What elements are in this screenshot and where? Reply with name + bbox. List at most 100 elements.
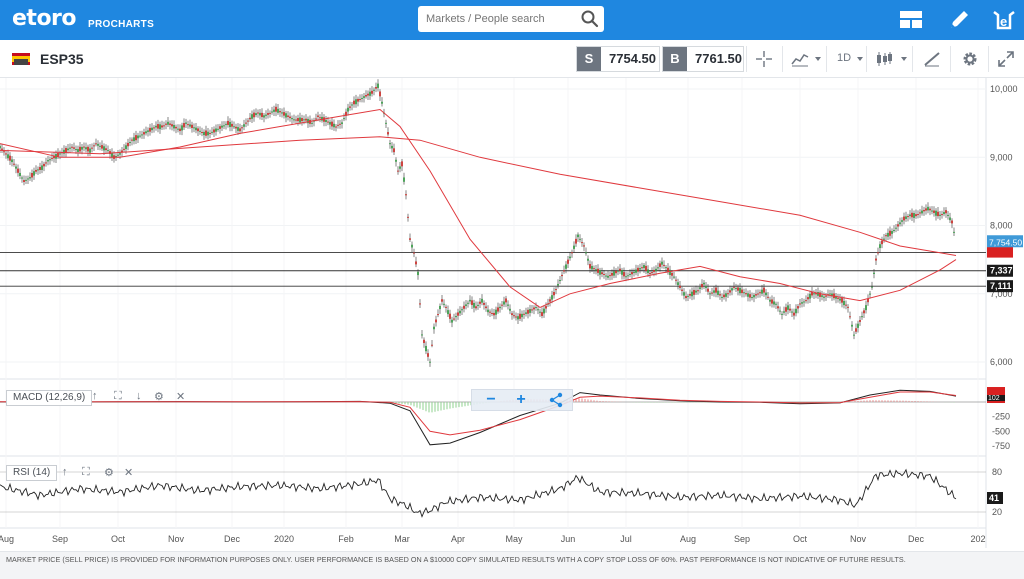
candle-body <box>869 293 871 295</box>
candle-body <box>283 112 285 116</box>
settings-tool[interactable] <box>950 46 988 72</box>
candle-body <box>447 310 449 315</box>
macd-label[interactable]: MACD (12,26,9) <box>6 390 93 406</box>
candle-body <box>881 240 883 245</box>
candle-body <box>499 306 501 309</box>
candle-body <box>471 300 473 305</box>
crosshair-tool[interactable] <box>746 46 782 72</box>
candle-body <box>193 127 195 129</box>
candle-body <box>343 118 345 120</box>
chart-area[interactable]: 10,000 9,000 8,000 7,000 6,000 Aug Sep Oct Nov De… <box>0 78 1024 548</box>
rsi-line <box>0 468 957 518</box>
candle-body <box>565 264 567 269</box>
candle-body <box>897 224 899 227</box>
candle-body <box>255 113 257 116</box>
candle-body <box>947 214 949 216</box>
candle-body <box>943 212 945 215</box>
close-icon[interactable]: ✕ <box>176 391 186 403</box>
candle-body <box>123 148 125 150</box>
candle-body <box>399 166 401 169</box>
candle-body <box>571 252 573 254</box>
search-icon[interactable] <box>580 9 600 29</box>
candle-body <box>155 125 157 128</box>
price-tick-label: 9,000 <box>990 152 1013 162</box>
candle-body <box>53 156 55 159</box>
gear-icon[interactable]: ⚙ <box>104 467 114 479</box>
candle-body <box>621 269 623 275</box>
candle-body <box>617 270 619 272</box>
candle-body <box>551 295 553 300</box>
candle-body <box>385 122 387 124</box>
candle-body <box>139 135 141 137</box>
layout-icon[interactable] <box>898 6 926 34</box>
time-axis-label: Dec <box>908 534 925 544</box>
candle-body <box>263 115 265 118</box>
candle-body <box>809 293 811 299</box>
candle-body <box>289 116 291 119</box>
candle-body <box>693 289 695 295</box>
search-input[interactable] <box>426 10 576 28</box>
gear-icon[interactable]: ⚙ <box>154 391 164 403</box>
candle-body <box>115 155 117 157</box>
candle-body <box>679 285 681 288</box>
zoom-out-button[interactable]: − <box>486 391 496 408</box>
candle-body <box>951 220 953 224</box>
candle-body <box>837 297 839 299</box>
candle-body <box>359 99 361 101</box>
candle-body <box>171 124 173 127</box>
share-icon[interactable] <box>548 392 564 408</box>
candle-body <box>159 124 161 130</box>
candle-body <box>475 306 477 309</box>
pencil-icon[interactable] <box>946 6 974 34</box>
candle-body <box>749 294 751 298</box>
candle-body <box>345 111 347 116</box>
candle-body <box>449 313 451 319</box>
candle-body <box>853 334 855 336</box>
candle-body <box>637 267 639 272</box>
candle-body <box>729 290 731 293</box>
time-axis-label: Sep <box>734 534 750 544</box>
candle-body <box>109 151 111 155</box>
price-chart[interactable]: 10,000 9,000 8,000 7,000 6,000 Aug Sep Oct Nov De… <box>0 78 1024 548</box>
candle-body <box>861 316 863 318</box>
comparison-tool[interactable] <box>782 46 826 72</box>
candle-body <box>405 194 407 196</box>
candle-body <box>311 122 313 124</box>
candle-body <box>119 153 121 155</box>
rsi-value-box <box>987 492 1003 504</box>
candle-body <box>911 212 913 218</box>
interval-selector[interactable]: 1D <box>826 46 866 72</box>
candle-body <box>573 245 575 249</box>
candle-body <box>657 267 659 269</box>
drawing-tool[interactable] <box>912 46 950 72</box>
candle-body <box>427 353 429 357</box>
sell-price-button[interactable]: S 7754.50 <box>576 46 660 72</box>
close-icon[interactable]: ✕ <box>124 467 134 479</box>
etoro-profile-icon[interactable]: e <box>990 6 1018 34</box>
expand-small-icon[interactable]: ⛶ <box>114 390 122 402</box>
arrow-down-icon[interactable]: ↓ <box>136 390 142 402</box>
chart-type-selector[interactable] <box>866 46 912 72</box>
candle-body <box>543 308 545 314</box>
fullscreen-tool[interactable] <box>988 46 1024 72</box>
search-box[interactable] <box>418 6 604 32</box>
expand-small-icon[interactable]: ⛶ <box>82 466 90 478</box>
zoom-in-button[interactable]: + <box>516 391 526 408</box>
time-axis-label: May <box>505 534 523 544</box>
candle-body <box>927 206 929 211</box>
candle-body <box>421 334 423 336</box>
candle-body <box>307 118 309 124</box>
candle-body <box>321 116 323 121</box>
candle-body <box>777 306 779 309</box>
arrow-up-icon[interactable]: ↑ <box>92 390 98 402</box>
candle-body <box>669 269 671 275</box>
candle-body <box>769 299 771 302</box>
etoro-logo[interactable]: etoro <box>12 6 77 31</box>
candle-body <box>631 272 633 275</box>
arrow-up-icon[interactable]: ↑ <box>62 466 68 478</box>
candle-body <box>529 309 531 313</box>
buy-price-button[interactable]: B 7761.50 <box>662 46 744 72</box>
candle-body <box>355 99 357 105</box>
rsi-label[interactable]: RSI (14) <box>6 465 58 481</box>
candle-body <box>567 259 569 264</box>
